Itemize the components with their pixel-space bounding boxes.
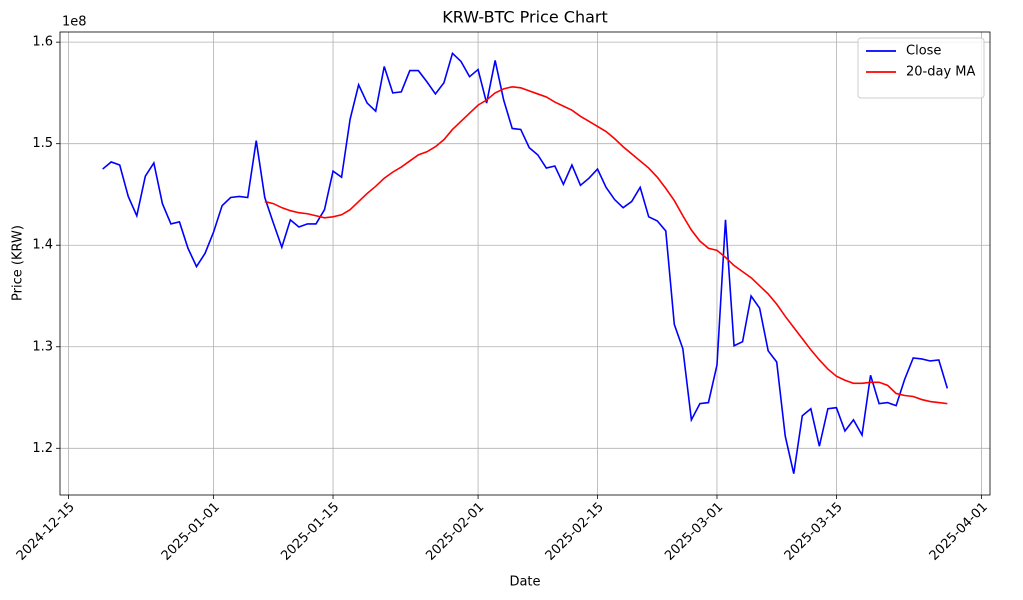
line-series xyxy=(102,51,949,474)
plot-frame xyxy=(59,31,991,496)
x-tick-label: 2025-03-01 xyxy=(662,500,726,564)
x-tick-label: 2025-02-01 xyxy=(423,500,487,564)
x-tick-label: 2025-04-01 xyxy=(927,500,991,564)
y-tick-label: 1.3 xyxy=(32,339,53,354)
chart-title: KRW-BTC Price Chart xyxy=(442,8,608,27)
y-tick-label: 1.6 xyxy=(32,35,53,50)
x-tick-label: 2025-02-15 xyxy=(543,500,607,564)
x-tick-label: 2024-12-15 xyxy=(14,500,78,564)
y-tick-label: 1.4 xyxy=(32,238,53,253)
x-axis-label: Date xyxy=(509,575,540,590)
x-tick-label: 2025-03-15 xyxy=(782,500,846,564)
y-tick-label: 1.2 xyxy=(32,441,53,456)
y-tick-label: 1.5 xyxy=(32,136,53,151)
legend-label: Close xyxy=(906,44,941,59)
legend-box xyxy=(857,37,985,99)
y-axis-label: Price (KRW) xyxy=(11,225,26,301)
line-series xyxy=(264,86,948,405)
x-tick-label: 2025-01-01 xyxy=(159,500,223,564)
x-tick-label: 2025-01-15 xyxy=(278,500,342,564)
y-offset-label: 1e8 xyxy=(62,15,87,30)
legend-label: 20-day MA xyxy=(906,65,975,80)
